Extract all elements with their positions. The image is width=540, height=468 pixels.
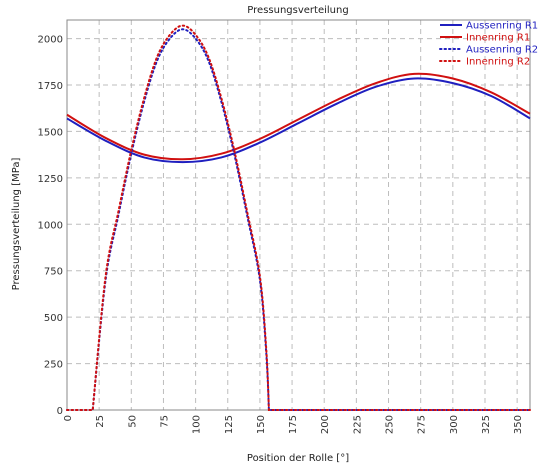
- y-tick-label: 1000: [38, 220, 63, 231]
- x-tick-label: 300: [449, 415, 460, 434]
- y-tick-label: 1750: [38, 81, 63, 92]
- x-tick-label: 50: [127, 415, 138, 428]
- y-axis-title: Pressungsverteilung [MPa]: [11, 158, 22, 291]
- x-tick-label: 200: [320, 415, 331, 434]
- x-tick-label: 75: [159, 415, 170, 428]
- series-line-3: [66, 28, 531, 411]
- y-axis-ticks: 0 250 500 750 1000 1250 1500 1750 2000: [38, 35, 63, 417]
- grid: [67, 20, 530, 410]
- x-tick-label: 350: [513, 415, 524, 434]
- y-tick-label: 2000: [38, 35, 63, 46]
- x-tick-label: 175: [288, 415, 299, 434]
- x-tick-label: 325: [481, 415, 492, 434]
- x-tick-label: 275: [417, 415, 428, 434]
- y-tick-label: 250: [44, 360, 63, 371]
- x-tick-label: 0: [63, 415, 74, 421]
- y-tick-label: 500: [44, 313, 63, 324]
- y-tick-label: 1500: [38, 127, 63, 138]
- x-tick-label: 225: [352, 415, 363, 434]
- legend-label: Innenring R1: [466, 33, 530, 44]
- x-axis-ticks: 0 25 50 75 100 125 150 175 200 225 250 275 300 325 350: [63, 415, 524, 434]
- plot-frame: [66, 19, 531, 411]
- x-axis-title: Position der Rolle [°]: [247, 453, 349, 464]
- y-tick-label: 0: [57, 406, 63, 417]
- x-tick-label: 125: [224, 415, 235, 434]
- x-tick-label: 150: [256, 415, 267, 434]
- y-tick-label: 750: [44, 267, 63, 278]
- x-tick-label: 100: [192, 415, 203, 434]
- legend-label: Aussenring R1: [466, 21, 538, 32]
- x-tick-label: 250: [385, 415, 396, 434]
- series-line-2: [66, 72, 531, 161]
- x-tick-label: 25: [95, 415, 106, 428]
- legend-label: Innenring R2: [466, 57, 530, 68]
- legend-label: Aussenring R2: [466, 45, 538, 56]
- y-tick-label: 1250: [38, 174, 63, 185]
- series-line-1: [66, 77, 531, 164]
- chart-title: Pressungsverteilung: [247, 5, 348, 16]
- series-layer: [66, 24, 531, 411]
- series-line-4: [66, 24, 531, 411]
